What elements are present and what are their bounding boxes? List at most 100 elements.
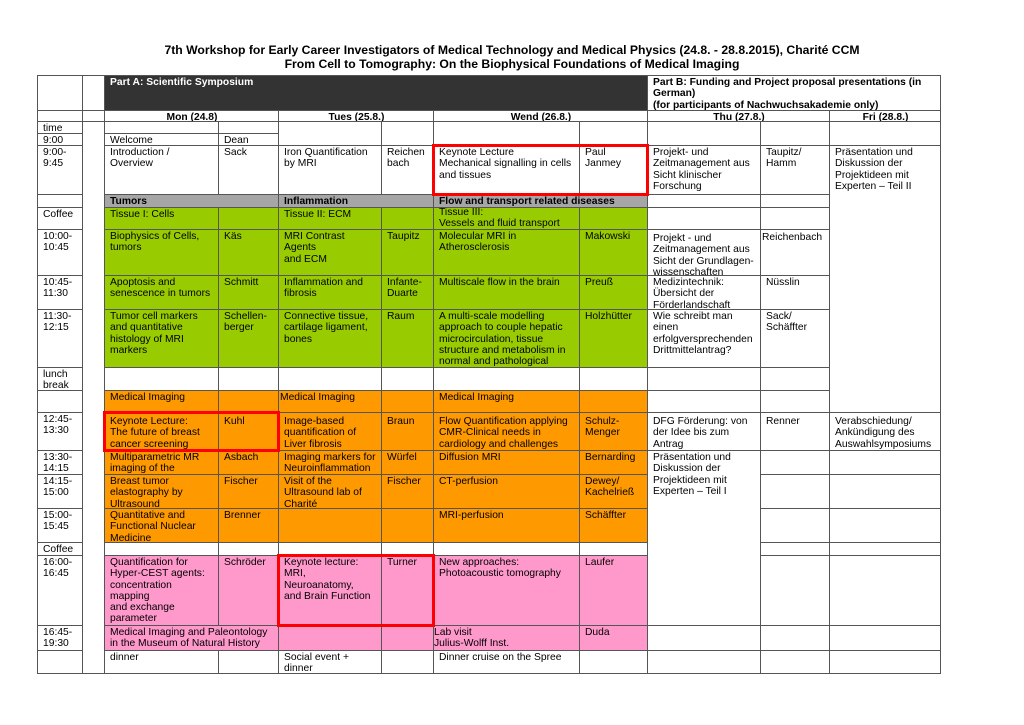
part-a-header: Part A: Scientific Symposium xyxy=(104,75,648,111)
session-title: DFG Förderung: von der Idee bis zum Antr… xyxy=(647,412,761,451)
cell xyxy=(218,207,279,230)
cell xyxy=(579,121,648,146)
session-speaker: Holzhütter xyxy=(579,309,648,368)
session-speaker: Paul Janmey xyxy=(579,145,648,195)
session-speaker: Sack xyxy=(218,145,279,195)
cell xyxy=(760,625,830,651)
cell xyxy=(829,121,941,146)
session-speaker: Braun xyxy=(381,412,434,451)
block-title: Medical Imaging xyxy=(433,390,580,413)
cell xyxy=(760,508,830,543)
cell xyxy=(381,542,434,556)
session-speaker: Reichenbach xyxy=(760,229,830,276)
cell xyxy=(647,650,761,674)
cell xyxy=(37,75,83,111)
session-speaker: Brenner xyxy=(218,508,279,543)
cell xyxy=(829,474,941,509)
page-title: 7th Workshop for Early Career Investigat… xyxy=(164,43,860,57)
part-b-header: Part B: Funding and Project proposal pre… xyxy=(647,75,941,111)
cell xyxy=(829,508,941,543)
cell xyxy=(218,367,279,391)
session-speaker: Makowski xyxy=(579,229,648,276)
session-title: MRI Contrast Agents and ECM xyxy=(278,229,382,276)
cell xyxy=(433,367,580,391)
cell xyxy=(647,207,761,230)
time-cell xyxy=(37,194,83,208)
cell xyxy=(647,194,761,208)
cell xyxy=(829,555,941,626)
block-title: Medical Imaging xyxy=(278,390,382,413)
cell xyxy=(381,367,434,391)
time-cell: 11:30- 12:15 xyxy=(37,309,83,368)
cell xyxy=(579,367,648,391)
time-cell: 13:30- 14:15 xyxy=(37,450,83,475)
time-cell xyxy=(37,390,83,413)
cell xyxy=(381,121,434,146)
time-cell: 12:45- 13:30 xyxy=(37,412,83,451)
cell xyxy=(218,650,279,674)
cell xyxy=(104,367,219,391)
session-speaker: Turner xyxy=(381,555,434,626)
cell xyxy=(433,121,580,146)
session-speaker: Preuß xyxy=(579,275,648,310)
time-cell: 10:00- 10:45 xyxy=(37,229,83,276)
cell xyxy=(82,75,105,111)
time-cell: 16:00- 16:45 xyxy=(37,555,83,626)
cell xyxy=(760,542,830,556)
session-speaker: Würfel xyxy=(381,450,434,475)
spacer-column xyxy=(82,121,105,674)
block-title: Tissue II: ECM xyxy=(278,207,382,230)
session-speaker: Schellen- berger xyxy=(218,309,279,368)
session-title: dinner xyxy=(104,650,219,674)
cell xyxy=(829,650,941,674)
session-title: Image-based quantification of Liver fibr… xyxy=(278,412,382,451)
session-speaker: Laufer xyxy=(579,555,648,626)
session-speaker: Taupitz/ Hamm xyxy=(760,145,830,195)
time-cell: 15:00- 15:45 xyxy=(37,508,83,543)
session-title: A multi-scale modelling approach to coup… xyxy=(433,309,580,368)
time-cell: 16:45- 19:30 xyxy=(37,625,83,651)
cell xyxy=(647,121,761,146)
cell xyxy=(760,194,830,208)
session-title: Keynote Lecture: The future of breast ca… xyxy=(104,412,219,451)
session-title: Tumor cell markers and quantitative hist… xyxy=(104,309,219,368)
cell xyxy=(760,367,830,391)
session-title: Lab visit Julius-Wolff Inst. xyxy=(433,625,580,651)
cell xyxy=(579,207,648,230)
cell xyxy=(760,650,830,674)
session-title: MRI-perfusion xyxy=(433,508,580,543)
cell xyxy=(278,542,382,556)
cell xyxy=(579,390,648,413)
time-cell: lunch break xyxy=(37,367,83,391)
cell xyxy=(278,508,382,543)
cell xyxy=(829,625,941,651)
cell xyxy=(829,450,941,475)
cell xyxy=(760,207,830,230)
session-speaker: Duda xyxy=(579,625,648,651)
session-speaker: Schäffter xyxy=(579,508,648,543)
time-cell: Coffee xyxy=(37,207,83,230)
session-speaker: Schulz- Menger xyxy=(579,412,648,451)
session-title: Introduction / Overview xyxy=(104,145,219,195)
session-speaker: Renner xyxy=(760,412,830,451)
session-speaker: Fischer xyxy=(381,474,434,509)
cell xyxy=(381,207,434,230)
session-title: Apoptosis and senescence in tumors xyxy=(104,275,219,310)
session-title: Quantitative and Functional Nuclear Medi… xyxy=(104,508,219,543)
session-title: Iron Quantification by MRI xyxy=(278,145,382,195)
session-title: Inflammation and fibrosis xyxy=(278,275,382,310)
session-title: Wie schreibt man einen erfolgversprechen… xyxy=(647,309,761,368)
session-title: Breast tumor elastography by Ultrasound xyxy=(104,474,219,509)
session-title: Keynote lecture: MRI, Neuroanatomy, and … xyxy=(278,555,382,626)
cell xyxy=(760,450,830,475)
session-title: Multiparametric MR imaging of the prosta… xyxy=(104,450,219,475)
session-speaker: Kuhl xyxy=(218,412,279,451)
session-title: Präsentation und Diskussion der Projekti… xyxy=(829,145,941,413)
cell xyxy=(278,367,382,391)
session-title: Visit of the Ultrasound lab of Charité xyxy=(278,474,382,509)
session-title: Keynote Lecture Mechanical signalling in… xyxy=(433,145,580,195)
session-speaker: Asbach xyxy=(218,450,279,475)
session-speaker: Taupitz xyxy=(381,229,434,276)
session-title: Social event + dinner xyxy=(278,650,382,674)
session-title: Projekt- und Zeitmanagement aus Sicht kl… xyxy=(647,145,761,195)
